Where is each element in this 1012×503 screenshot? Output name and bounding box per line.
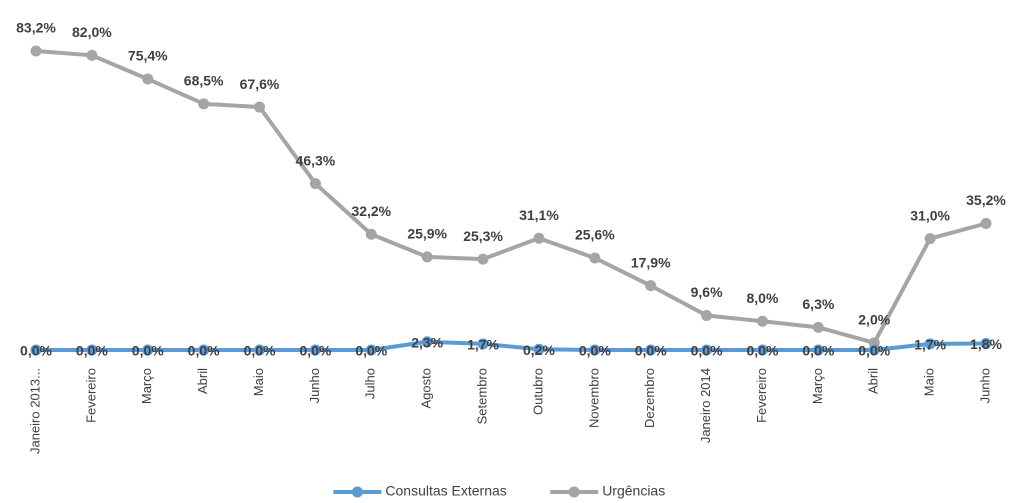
data-label: 1,7% bbox=[914, 337, 946, 353]
data-point bbox=[254, 101, 266, 113]
data-point bbox=[198, 98, 210, 110]
data-label: 0,0% bbox=[802, 343, 834, 359]
data-point bbox=[309, 178, 321, 190]
data-point bbox=[924, 338, 936, 350]
data-label: 9,6% bbox=[691, 284, 723, 300]
data-point bbox=[812, 344, 824, 356]
x-tick-label: Agosto bbox=[419, 368, 434, 408]
data-label: 0,0% bbox=[76, 343, 108, 359]
data-label: 25,3% bbox=[463, 228, 503, 244]
data-point bbox=[254, 344, 266, 356]
data-point bbox=[533, 343, 545, 355]
data-point bbox=[980, 338, 992, 350]
x-tick-label: Dezembro bbox=[642, 368, 657, 428]
data-label: 17,9% bbox=[631, 254, 671, 270]
data-point bbox=[86, 49, 98, 61]
data-point bbox=[198, 344, 210, 356]
data-label: 0,0% bbox=[747, 343, 779, 359]
data-label: 0,0% bbox=[132, 343, 164, 359]
data-point bbox=[701, 310, 713, 321]
x-tick-label: Junho bbox=[977, 368, 992, 403]
legend-label: Urgências bbox=[602, 483, 665, 499]
legend-marker bbox=[568, 486, 580, 498]
data-label: 67,6% bbox=[240, 76, 280, 92]
data-label: 0,0% bbox=[355, 343, 387, 359]
data-label: 46,3% bbox=[296, 152, 336, 168]
data-point bbox=[86, 344, 98, 356]
data-label: 1,8% bbox=[970, 336, 1002, 352]
x-tick-label: Abril bbox=[195, 368, 210, 394]
data-label: 6,3% bbox=[802, 296, 834, 312]
legend-label: Consultas Externas bbox=[385, 483, 506, 499]
data-label: 8,0% bbox=[747, 290, 779, 306]
data-label: 68,5% bbox=[184, 73, 224, 89]
x-tick-label: Fevereiro bbox=[754, 368, 769, 423]
data-point bbox=[924, 233, 936, 245]
data-point bbox=[421, 251, 433, 263]
legend-marker bbox=[351, 486, 363, 498]
data-label: 0,0% bbox=[691, 343, 723, 359]
data-point bbox=[868, 344, 880, 356]
data-label: 0,0% bbox=[244, 343, 276, 359]
data-point bbox=[477, 253, 489, 265]
x-tick-label: Maio bbox=[251, 368, 266, 396]
data-label: 25,9% bbox=[407, 226, 447, 242]
data-label: 2,0% bbox=[858, 312, 890, 328]
data-point bbox=[980, 218, 992, 229]
data-point bbox=[30, 344, 42, 356]
data-label: 0,0% bbox=[579, 343, 611, 359]
data-point bbox=[421, 336, 433, 348]
data-label: 1,7% bbox=[467, 337, 499, 353]
data-point bbox=[589, 252, 601, 264]
data-point bbox=[701, 344, 713, 356]
data-point bbox=[477, 338, 489, 350]
data-point bbox=[645, 280, 657, 292]
data-label: 83,2% bbox=[16, 20, 56, 36]
data-label: 31,0% bbox=[910, 207, 950, 223]
data-point bbox=[365, 344, 377, 356]
x-tick-label: Março bbox=[810, 368, 825, 404]
data-label: 0,0% bbox=[299, 343, 331, 359]
data-point bbox=[645, 344, 657, 356]
data-label: 2,3% bbox=[411, 334, 443, 350]
x-tick-label: Janeiro 2014 bbox=[698, 368, 713, 443]
x-tick-label: Outubro bbox=[530, 368, 545, 415]
data-label: 25,6% bbox=[575, 227, 615, 243]
x-tick-label: Março bbox=[139, 368, 154, 404]
data-point bbox=[589, 344, 601, 356]
data-label: 75,4% bbox=[128, 48, 168, 64]
x-tick-label: Maio bbox=[922, 368, 937, 396]
data-point bbox=[309, 344, 321, 356]
x-tick-label: Novembro bbox=[586, 368, 601, 428]
series-line bbox=[35, 49, 987, 345]
x-tick-label: Fevereiro bbox=[83, 368, 98, 423]
data-label: 35,2% bbox=[966, 192, 1006, 208]
data-point bbox=[812, 321, 824, 333]
series-line bbox=[36, 339, 987, 352]
data-point bbox=[533, 232, 545, 244]
data-label: 82,0% bbox=[72, 24, 112, 40]
x-tick-label: Abril bbox=[866, 368, 881, 394]
data-label: 0,0% bbox=[188, 343, 220, 359]
x-tick-label: Junho bbox=[307, 368, 322, 403]
data-label: 31,1% bbox=[519, 207, 559, 223]
x-tick-label: Setembro bbox=[474, 368, 489, 424]
data-point bbox=[142, 344, 154, 356]
data-label: 0,0% bbox=[635, 343, 667, 359]
data-point bbox=[142, 73, 154, 85]
data-label: 0,2% bbox=[523, 342, 555, 358]
data-point bbox=[30, 45, 42, 57]
data-point bbox=[365, 228, 377, 240]
data-point bbox=[756, 344, 768, 356]
data-label: 0,0% bbox=[858, 343, 890, 359]
data-label: 32,2% bbox=[351, 203, 391, 219]
x-tick-label: Janeiro 2013... bbox=[27, 368, 42, 454]
x-tick-label: Julho bbox=[363, 368, 378, 399]
data-point bbox=[756, 315, 768, 327]
data-label: 0,0% bbox=[20, 343, 52, 359]
